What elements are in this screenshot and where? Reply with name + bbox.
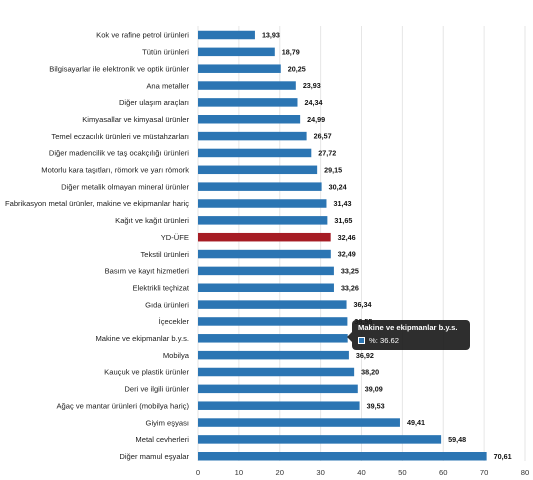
value-label: 49,41 <box>407 418 425 427</box>
x-tick-label: 10 <box>235 468 243 477</box>
x-tick-label: 50 <box>398 468 406 477</box>
x-tick-label: 70 <box>480 468 488 477</box>
tooltip: Makine ve ekipmanlar b.y.s. %: 36.62 <box>347 320 470 350</box>
tooltip-value: %: 36.62 <box>369 336 399 345</box>
value-label: 36,92 <box>356 351 374 360</box>
x-tick-label: 60 <box>439 468 447 477</box>
category-label: Kağıt ve kağıt ürünleri <box>115 216 189 225</box>
bar[interactable] <box>198 401 360 410</box>
category-label: Diğer ulaşım araçları <box>119 98 189 107</box>
category-label: Deri ve ilgili ürünler <box>124 385 189 394</box>
bar[interactable] <box>198 30 255 40</box>
bar[interactable] <box>198 350 349 360</box>
value-label: 59,48 <box>448 435 466 444</box>
category-label: Diğer mamul eşyalar <box>119 452 189 461</box>
category-label: İçecekler <box>159 317 190 326</box>
value-label: 30,24 <box>329 182 347 191</box>
bar[interactable] <box>198 300 347 309</box>
category-label: Bilgisayarlar ile elektronik ve optik ür… <box>49 64 189 73</box>
category-label: Kok ve rafine petrol ürünleri <box>96 31 189 40</box>
bar[interactable] <box>198 64 281 73</box>
value-label: 26,57 <box>314 132 332 141</box>
bar[interactable] <box>198 199 327 208</box>
bar[interactable] <box>198 283 334 293</box>
bar[interactable] <box>198 232 331 242</box>
category-label: Temel eczacılık ürünleri ve müstahzarlar… <box>51 132 189 141</box>
value-label: 32,49 <box>338 250 356 259</box>
value-label: 39,09 <box>365 384 383 393</box>
value-label: 27,72 <box>318 149 336 158</box>
x-tick-label: 40 <box>357 468 365 477</box>
value-label: 24,99 <box>307 115 325 124</box>
x-tick-label: 30 <box>316 468 324 477</box>
bar[interactable] <box>198 182 322 191</box>
x-tick-label: 80 <box>521 468 529 477</box>
value-label: 23,93 <box>303 81 321 90</box>
bar[interactable] <box>198 452 487 461</box>
category-label: Tekstil ürünleri <box>140 250 189 259</box>
tooltip-swatch-icon <box>358 337 365 344</box>
bar[interactable] <box>198 367 355 377</box>
bar[interactable] <box>198 249 331 259</box>
bar[interactable] <box>198 418 400 427</box>
tooltip-row: %: 36.62 <box>358 336 464 345</box>
category-label: Basım ve kayıt hizmetleri <box>105 267 190 276</box>
value-label: 70,61 <box>494 452 512 461</box>
category-label: Tütün ürünleri <box>142 48 189 57</box>
category-label: Diğer madencilik ve taş ocakçılığı ürünl… <box>49 149 189 158</box>
bar[interactable] <box>198 266 334 276</box>
value-label: 32,46 <box>338 233 356 242</box>
bars <box>198 30 487 461</box>
tooltip-title: Makine ve ekipmanlar b.y.s. <box>358 323 458 332</box>
category-label: Kimyasallar ve kimyasal ürünler <box>82 115 189 124</box>
bar[interactable] <box>198 384 358 394</box>
bar[interactable] <box>198 216 328 225</box>
value-label: 29,15 <box>324 165 342 174</box>
value-label: 24,34 <box>304 98 322 107</box>
x-axis-ticks: 0 10 20 30 40 50 60 70 80 <box>196 468 529 477</box>
category-label: YD-ÜFE <box>161 233 189 242</box>
category-label: Elektrikli teçhizat <box>132 283 189 292</box>
value-label: 31,65 <box>334 216 352 225</box>
value-label: 39,53 <box>367 401 385 410</box>
bar[interactable] <box>198 131 307 141</box>
category-label: Kauçuk ve plastik ürünler <box>104 368 189 377</box>
bar[interactable] <box>198 115 301 124</box>
bar[interactable] <box>198 317 348 326</box>
bar[interactable] <box>198 81 296 90</box>
category-label: Gıda ürünleri <box>145 300 189 309</box>
category-label: Giyim eşyası <box>146 418 189 427</box>
category-label: Motorlu kara taşıtları, römork ve yarı r… <box>41 166 189 175</box>
grid-lines <box>197 26 526 461</box>
bar[interactable] <box>198 47 275 57</box>
category-label: Mobilya <box>163 351 190 360</box>
value-label: 36,34 <box>354 300 372 309</box>
value-label: 31,43 <box>333 199 351 208</box>
value-label: 20,25 <box>288 64 306 73</box>
category-label: Metal cevherleri <box>135 435 189 444</box>
bar[interactable] <box>198 98 298 107</box>
category-label: Fabrikasyon metal ürünler, makine ve eki… <box>5 199 189 208</box>
bar[interactable] <box>198 435 442 444</box>
category-labels: Kok ve rafine petrol ürünleri Tütün ürünl… <box>5 31 190 461</box>
category-label: Diğer metalik olmayan mineral ürünler <box>61 182 189 191</box>
value-label: 13,93 <box>262 31 280 40</box>
bar[interactable] <box>198 148 312 158</box>
bar[interactable] <box>198 334 348 343</box>
x-tick-label: 20 <box>276 468 284 477</box>
value-label: 18,79 <box>282 47 300 56</box>
value-label: 38,20 <box>361 368 379 377</box>
category-label: Ağaç ve mantar ürünleri (mobilya hariç) <box>56 401 189 410</box>
bar[interactable] <box>198 165 318 175</box>
value-label: 33,25 <box>341 267 359 276</box>
x-tick-label: 0 <box>196 468 200 477</box>
category-label: Makine ve ekipmanlar b.y.s. <box>95 334 189 343</box>
category-label: Ana metaller <box>146 81 189 90</box>
value-label: 33,26 <box>341 283 359 292</box>
